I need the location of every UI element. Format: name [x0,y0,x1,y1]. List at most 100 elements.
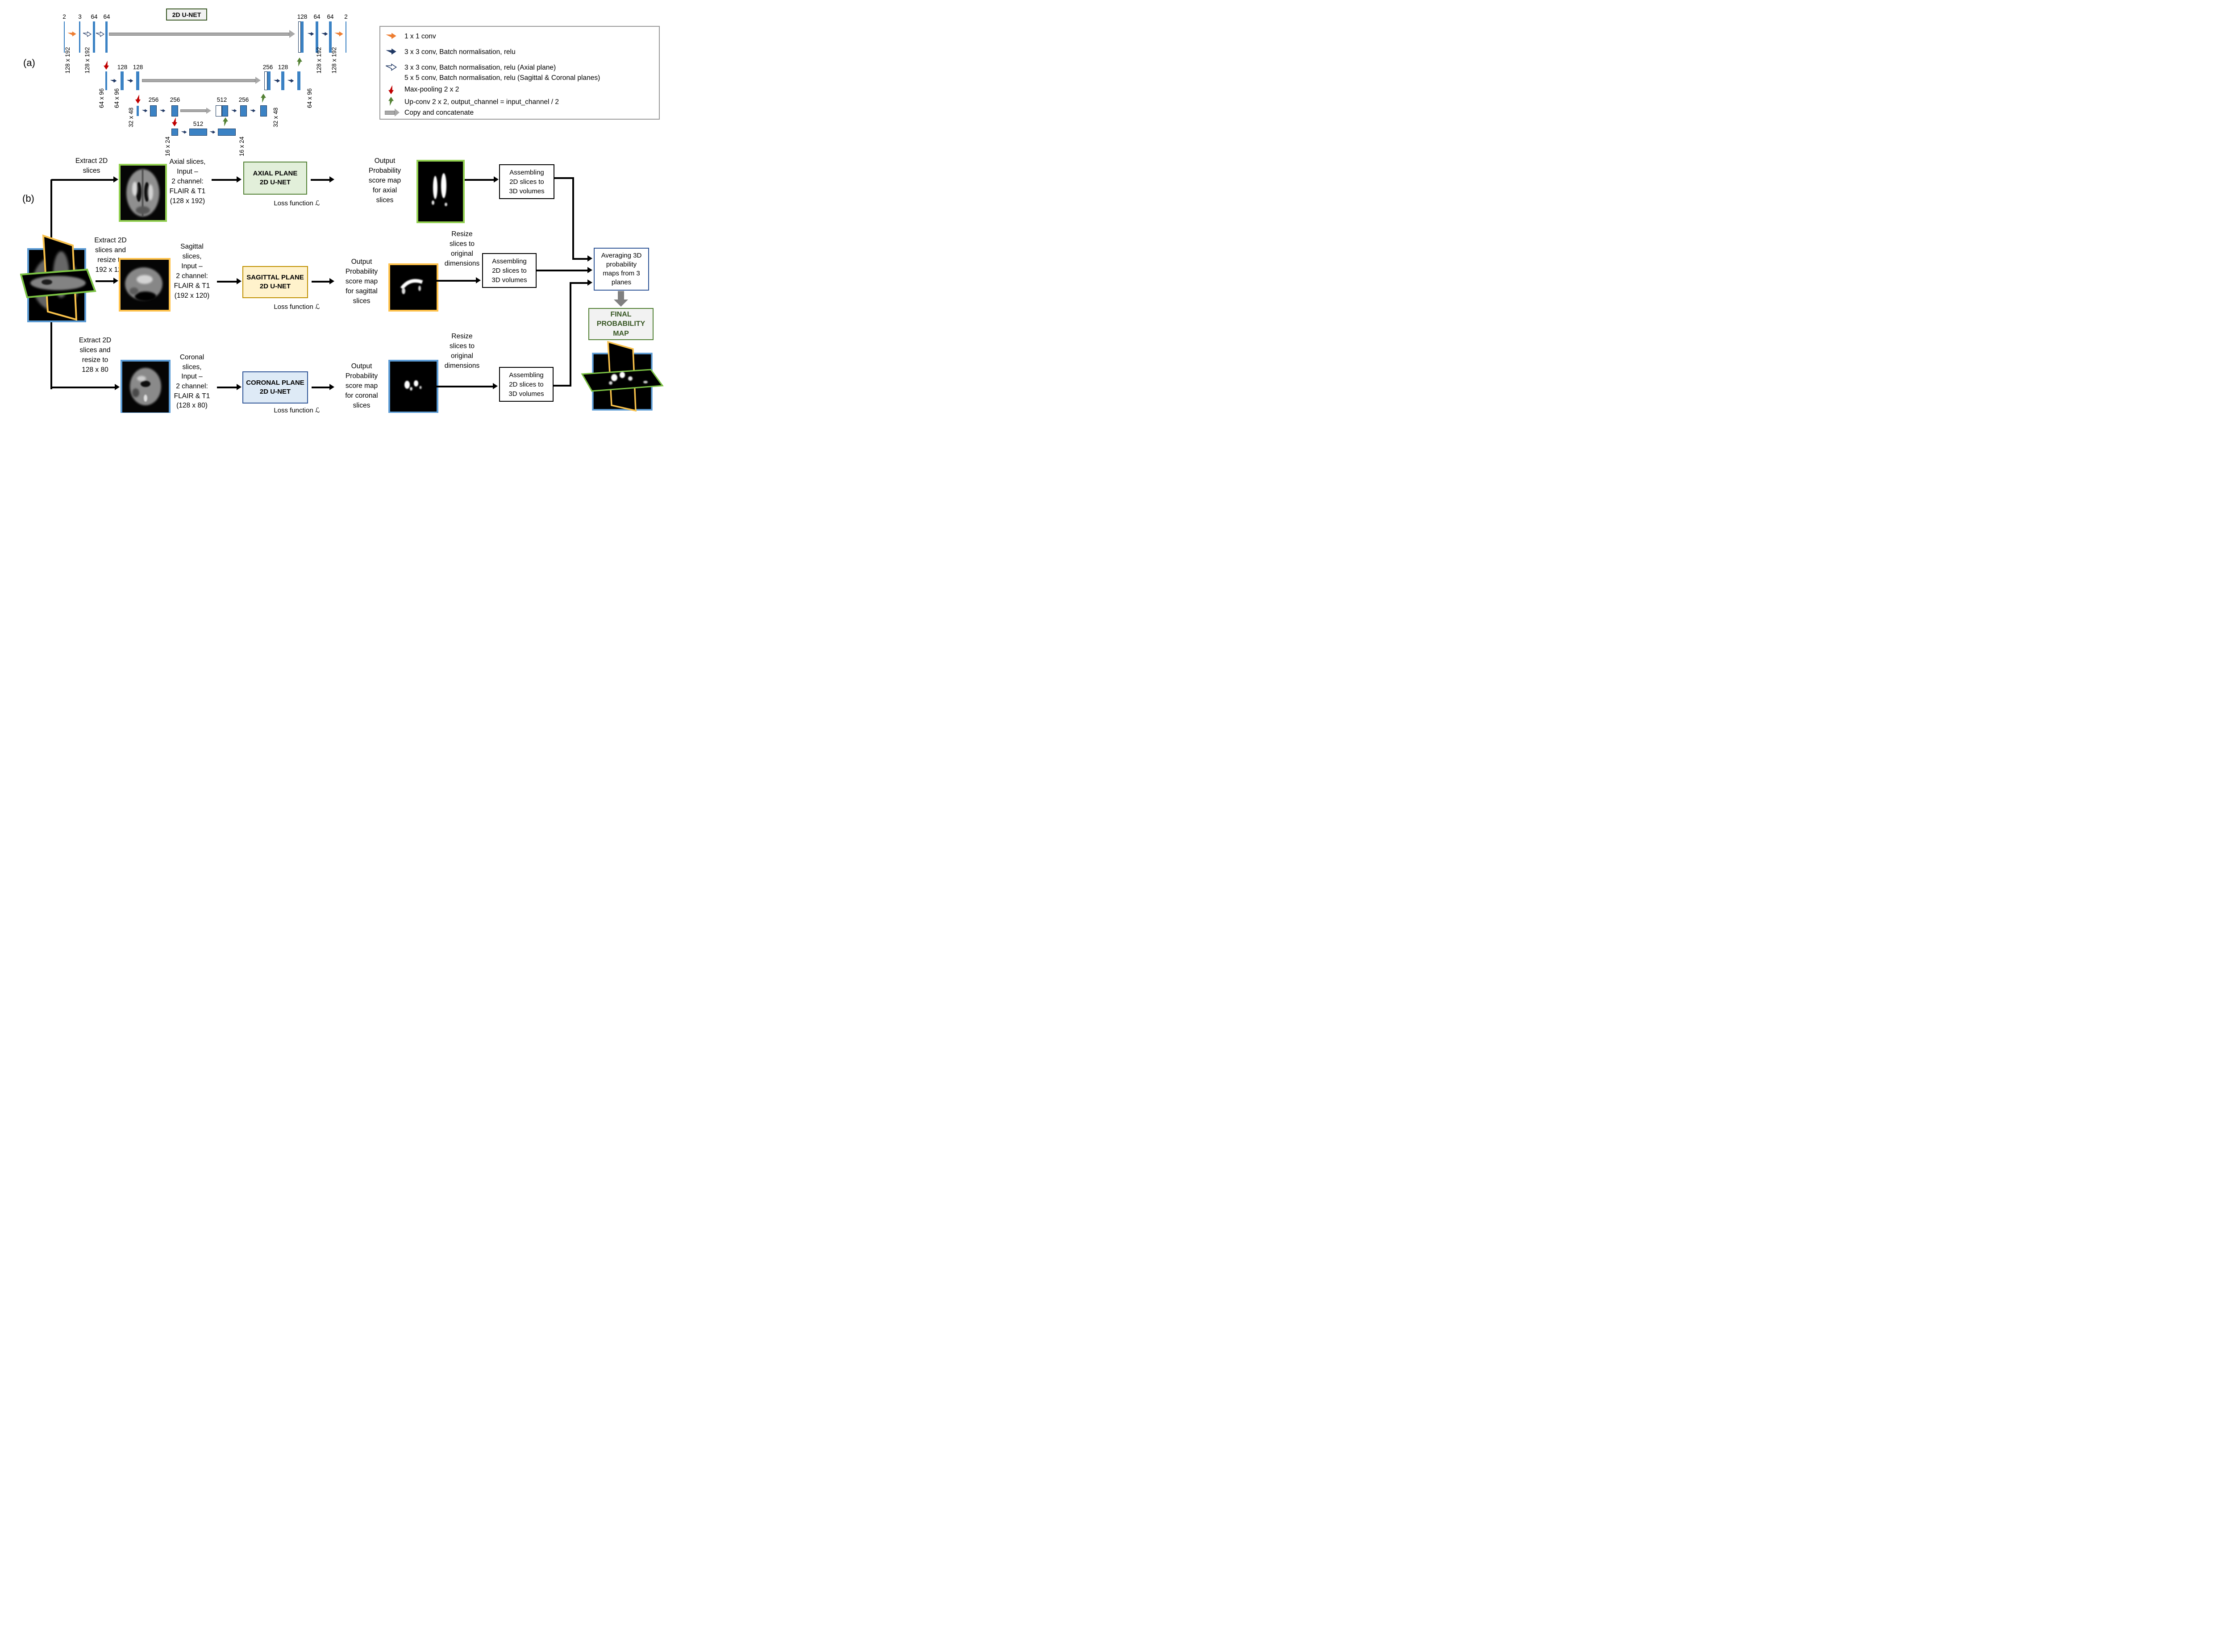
channel-label: 512 [217,96,227,103]
channel-label: 256 [148,96,159,103]
conv-feature-column [297,71,300,90]
conv-arrow-icon [142,109,148,112]
gray-copy-arrow-icon [385,111,395,115]
conv-feature-column [121,71,124,90]
axial-conv-arrow-icon [96,31,104,37]
copy-concat-arrow [142,79,255,82]
flow-arrowhead [113,176,118,183]
flow-arrowhead [494,176,499,183]
upconv-arrow-icon [296,57,303,67]
coronal-unet-box-label: CORONAL PLANE 2D U-NET [246,379,304,395]
flow-arrowhead [237,278,242,284]
dim-label: 128 x 192 [331,47,337,74]
maxpool-arrow-icon [103,60,110,70]
gray-copy-arrowhead-icon [395,108,400,117]
flow-arrow [51,387,115,388]
conv-arrow-icon [181,130,187,134]
conv-feature-block [260,105,267,117]
averaging-box: Averaging 3D probability maps from 3 pla… [594,248,649,291]
flow-arrow [465,179,494,181]
panel-a-label: (a) [23,57,35,68]
channel-label: 2 [62,13,66,20]
concat-feature-column [264,71,267,90]
dim-label: 128 x 192 [316,47,322,74]
unet-title: 2D U-NET [172,11,201,18]
conv-arrow-icon [159,109,166,112]
conv-arrow-icon [209,130,216,134]
flow-arrowhead [476,277,481,283]
concat-feature-block [216,105,222,117]
flow-arrowhead [493,383,498,389]
unet-title-box: 2D U-NET [166,8,207,21]
legend-item-label: Max-pooling 2 x 2 [404,86,459,93]
coronal-output-caption: Output Probability score map for coronal… [345,362,378,409]
dim-label: 64 x 96 [113,88,120,108]
channel-label: 256 [262,64,273,71]
flow-arrowhead [329,278,334,284]
flow-arrow [217,281,237,283]
dim-label: 128 x 192 [64,47,71,74]
flow-arrow [212,179,237,181]
dim-label: 64 x 96 [306,88,313,108]
channel-label: 128 [117,64,128,71]
averaging-label: Averaging 3D probability maps from 3 pla… [601,251,642,287]
conv-feature-column [105,21,108,53]
flow-arrow [437,280,476,282]
3d-input-volume-icon [20,234,96,322]
channel-label: 128 [278,64,288,71]
conv-arrow-icon [250,109,256,112]
axial-extract-label: Extract 2D slices [75,157,108,175]
upconv-arrow-icon [222,117,229,127]
white-arrow-icon [385,63,397,71]
copy-concat-arrowhead [255,77,261,84]
final-probability-map-label: FINAL PROBABILITY MAP [596,310,645,337]
concat-feature-column [298,21,301,53]
axial-assemble-label: Assembling 2D slices to 3D volumes [509,168,545,195]
conv-feature-block [218,129,236,136]
flow-arrow [96,280,113,282]
dim-label: 64 x 96 [98,88,105,108]
legend-box [379,26,660,120]
conv-feature-column [267,71,271,90]
conv-arrow-icon [231,109,237,112]
copy-concat-arrowhead [206,108,211,114]
conv-arrow-icon [307,32,314,36]
final-probability-map-box: FINAL PROBABILITY MAP [588,308,654,340]
legend-item-label: 5 x 5 conv, Batch normalisation, relu (S… [404,74,600,82]
flow-arrow [312,281,329,283]
sagittal-unet-box-label: SAGITTAL PLANE 2D U-NET [246,273,304,290]
elbow-connector [570,283,571,387]
sagittal-assemble-box: Assembling 2D slices to 3D volumes [482,253,537,288]
merge-arrow [572,258,587,260]
flow-arrowhead [115,384,120,390]
sagittal-assemble-label: Assembling 2D slices to 3D volumes [491,257,527,284]
conv-feature-column [93,21,95,53]
channel-label: 64 [313,13,321,20]
conv-feature-column [105,71,107,90]
navy-arrow-icon [386,48,396,55]
flow-arrow [312,387,329,388]
elbow-connector [554,177,574,179]
channel-label: 64 [327,13,334,20]
coronal-loss-label: Loss function ℒ [274,407,320,413]
merge-arrowhead [587,267,592,273]
maxpool-arrow-icon [134,94,142,104]
sagittal-input-caption: Sagittal slices, Input – 2 channel: FLAI… [174,243,210,300]
legend-item-label: 1 x 1 conv [404,33,436,40]
conv-arrow-icon [273,79,280,83]
conv-feature-column [137,106,139,116]
axial-input-caption: Axial slices, Input – 2 channel: FLAIR &… [169,158,206,205]
channel-label: 3 [78,13,82,20]
legend-item-label: 3 x 3 conv, Batch normalisation, relu (A… [404,64,556,71]
conv-feature-column [281,71,284,90]
flow-arrow [51,179,113,181]
conv-feature-block [171,105,178,117]
conv-arrow-icon [126,79,133,83]
elbow-connector [572,177,574,260]
conv-feature-column [329,21,332,53]
panel-b-label: (b) [22,193,34,204]
axial-assemble-box: Assembling 2D slices to 3D volumes [499,164,554,199]
axial-input-image [119,164,167,222]
orange-arrow-icon [386,33,396,39]
legend-item-label: Up-conv 2 x 2, output_channel = input_ch… [404,98,559,106]
